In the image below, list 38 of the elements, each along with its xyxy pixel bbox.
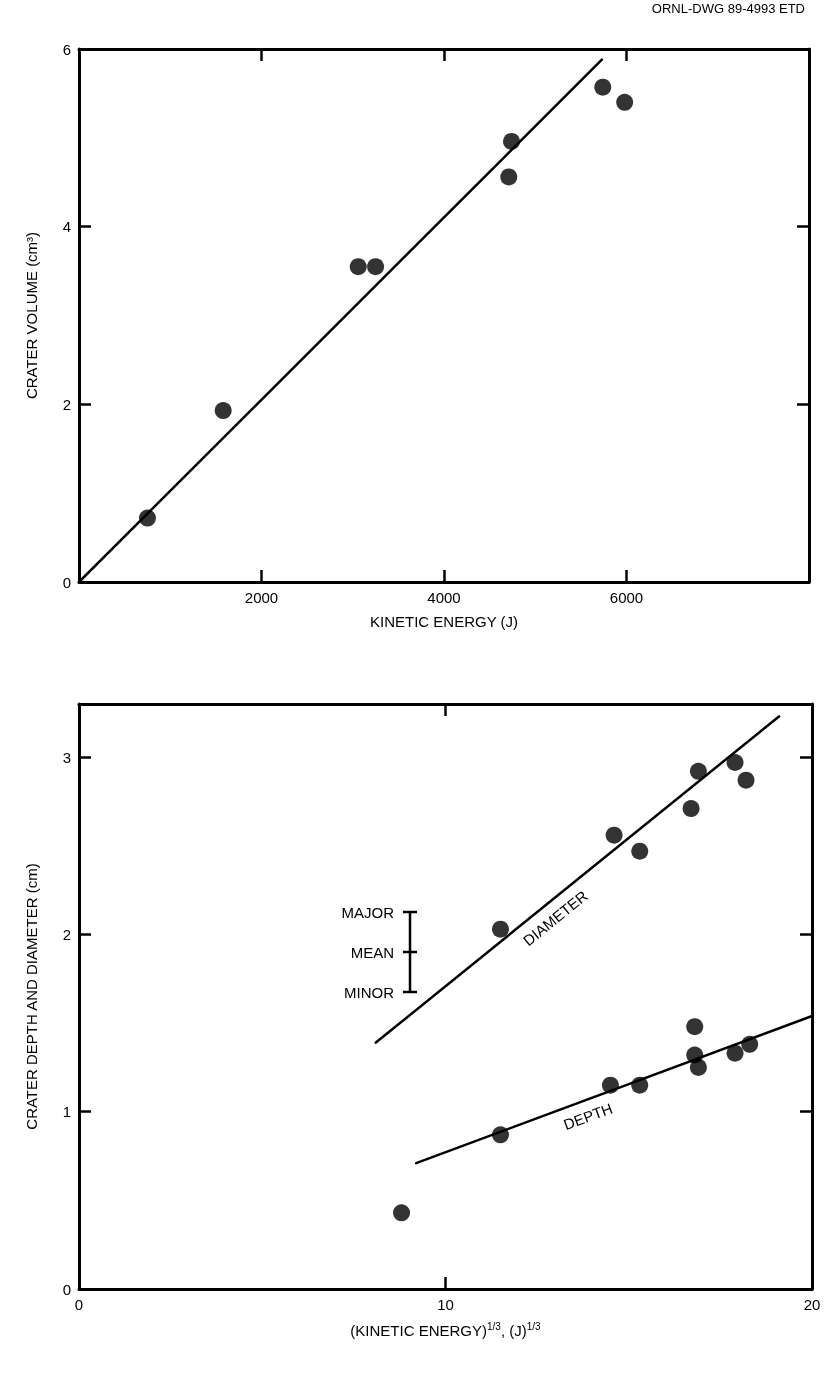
y-tick-label: 4 xyxy=(62,218,71,236)
y-tick-label: 1 xyxy=(62,1103,71,1121)
y-tick-label: 6 xyxy=(62,40,71,58)
point xyxy=(594,78,612,96)
point xyxy=(214,402,232,420)
point xyxy=(491,920,509,938)
point xyxy=(682,800,700,818)
annotation: MEAN xyxy=(350,943,394,961)
point xyxy=(631,842,649,860)
x-tick-label: 2000 xyxy=(244,589,279,606)
annotation: MAJOR xyxy=(341,903,395,921)
point xyxy=(689,1058,707,1076)
point xyxy=(616,93,634,111)
text: ORNL-DWG 89-4993 ETD xyxy=(651,1,806,16)
x-axis-title: KINETIC ENERGY (J) xyxy=(369,613,519,630)
point xyxy=(605,826,623,844)
point xyxy=(737,771,755,789)
y-tick-label: 0 xyxy=(62,1280,71,1298)
point xyxy=(367,258,385,276)
x-tick-label: 20 xyxy=(803,1296,821,1313)
y-tick-label: 0 xyxy=(62,573,71,591)
y-tick-label: 2 xyxy=(62,395,71,413)
point xyxy=(726,754,744,771)
x-tick-label: 10 xyxy=(437,1296,454,1313)
x-tick-label: 6000 xyxy=(609,589,644,606)
point xyxy=(500,168,518,186)
point xyxy=(689,762,707,780)
point xyxy=(393,1204,411,1222)
x-tick-label: 4000 xyxy=(427,589,461,606)
annotation: MINOR xyxy=(344,983,395,1001)
y-tick-label: 3 xyxy=(62,748,71,766)
y-axis-title: CRATER DEPTH AND DIAMETER (cm) xyxy=(23,863,40,1130)
y-tick-label: 2 xyxy=(62,925,71,943)
point xyxy=(726,1044,744,1062)
point xyxy=(349,258,367,276)
point xyxy=(686,1018,704,1036)
x-tick-label: 0 xyxy=(74,1296,84,1313)
y-axis-title: CRATER VOLUME (cm³) xyxy=(23,231,40,400)
